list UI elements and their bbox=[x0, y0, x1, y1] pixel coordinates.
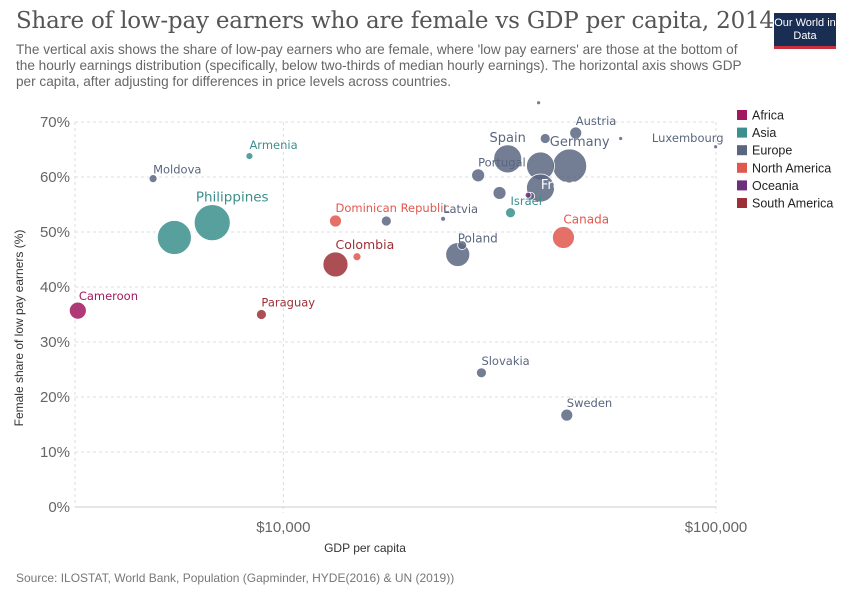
data-point[interactable] bbox=[552, 226, 575, 249]
data-point[interactable] bbox=[193, 204, 231, 242]
data-point[interactable] bbox=[245, 152, 254, 161]
data-point[interactable] bbox=[569, 126, 583, 140]
point-label: Sweden bbox=[567, 396, 612, 410]
point-label: Poland bbox=[458, 232, 498, 246]
y-tick-label: 10% bbox=[40, 444, 70, 461]
data-point[interactable] bbox=[539, 133, 551, 144]
point-labels: Cameroon Moldova Philippines Armenia Paragua… bbox=[79, 114, 724, 410]
y-tick-label: 60% bbox=[40, 169, 70, 186]
legend: Africa Asia Europe North America Oceania Sout… bbox=[737, 109, 833, 211]
data-point[interactable] bbox=[493, 144, 523, 174]
data-points bbox=[68, 100, 719, 422]
y-tick-label: 30% bbox=[40, 334, 70, 351]
y-tick-label: 70% bbox=[40, 114, 70, 131]
legend-swatch[interactable] bbox=[737, 145, 747, 156]
y-tick-label: 40% bbox=[40, 279, 70, 296]
data-point[interactable] bbox=[329, 214, 342, 228]
legend-swatch[interactable] bbox=[737, 162, 747, 173]
point-label: Dominican Republic bbox=[335, 201, 449, 215]
data-point[interactable] bbox=[618, 136, 624, 141]
data-point[interactable] bbox=[322, 251, 349, 278]
chart-subtitle: The vertical axis shows the share of low… bbox=[16, 42, 742, 89]
legend-item[interactable]: South America bbox=[752, 197, 833, 211]
point-label: Armenia bbox=[249, 138, 297, 152]
point-label: Portugal bbox=[478, 155, 526, 169]
legend-swatch[interactable] bbox=[737, 180, 747, 191]
point-label: Philippines bbox=[196, 190, 269, 206]
data-point[interactable] bbox=[156, 220, 192, 255]
grid bbox=[74, 121, 717, 513]
y-axis-label: Female share of low pay earners (%) bbox=[12, 230, 26, 427]
legend-item[interactable]: Africa bbox=[752, 109, 784, 123]
data-point[interactable] bbox=[713, 144, 719, 150]
data-point[interactable] bbox=[476, 367, 487, 379]
y-tick-label: 0% bbox=[48, 499, 70, 516]
source-note: Source: ILOSTAT, World Bank, Population … bbox=[16, 571, 455, 585]
point-label: Moldova bbox=[153, 163, 201, 177]
data-point[interactable] bbox=[380, 215, 392, 227]
data-point[interactable] bbox=[471, 168, 486, 183]
point-label: Israel bbox=[510, 194, 541, 208]
y-tick-label: 50% bbox=[40, 224, 70, 241]
x-axis-label: GDP per capita bbox=[324, 541, 406, 555]
y-tick-label: 20% bbox=[40, 389, 70, 406]
point-label: Latvia bbox=[443, 202, 478, 216]
data-point[interactable] bbox=[505, 207, 516, 219]
point-label: Spain bbox=[490, 131, 526, 146]
point-label: Colombia bbox=[335, 237, 394, 252]
data-point[interactable] bbox=[457, 240, 468, 251]
point-label: Slovakia bbox=[481, 354, 529, 368]
legend-swatch[interactable] bbox=[737, 127, 747, 138]
legend-swatch[interactable] bbox=[737, 198, 747, 208]
data-point[interactable] bbox=[440, 215, 446, 222]
point-label: Austria bbox=[576, 114, 617, 128]
legend-item[interactable]: Europe bbox=[752, 144, 792, 158]
legend-item[interactable]: Asia bbox=[752, 126, 776, 140]
point-label: Cameroon bbox=[79, 289, 138, 303]
x-tick-label: $100,000 bbox=[685, 519, 748, 536]
point-label: Paraguay bbox=[261, 296, 315, 310]
legend-item[interactable]: North America bbox=[752, 161, 831, 175]
data-point[interactable] bbox=[148, 174, 158, 184]
x-tick-label: $10,000 bbox=[256, 519, 310, 536]
data-point[interactable] bbox=[560, 408, 574, 422]
chart-title: Share of low-pay earners who are female … bbox=[16, 8, 774, 34]
data-point[interactable] bbox=[68, 301, 87, 320]
data-point[interactable] bbox=[352, 252, 362, 262]
x-axis-ticks: $10,000 $100,000 bbox=[256, 519, 747, 536]
data-point[interactable] bbox=[492, 186, 507, 200]
data-point[interactable] bbox=[256, 309, 267, 320]
data-point[interactable] bbox=[536, 100, 541, 106]
point-label: Canada bbox=[563, 213, 609, 227]
y-axis-ticks: 0% 10% 20% 30% 40% 50% 60% 70% bbox=[40, 114, 70, 516]
point-label: France bbox=[541, 178, 584, 193]
legend-item[interactable]: Oceania bbox=[752, 179, 799, 193]
owid-logo[interactable]: Our World in Data bbox=[774, 13, 836, 49]
point-label: Germany bbox=[550, 135, 610, 150]
legend-swatch[interactable] bbox=[737, 110, 747, 120]
point-label: Luxembourg bbox=[652, 131, 724, 145]
data-point[interactable] bbox=[524, 191, 532, 199]
